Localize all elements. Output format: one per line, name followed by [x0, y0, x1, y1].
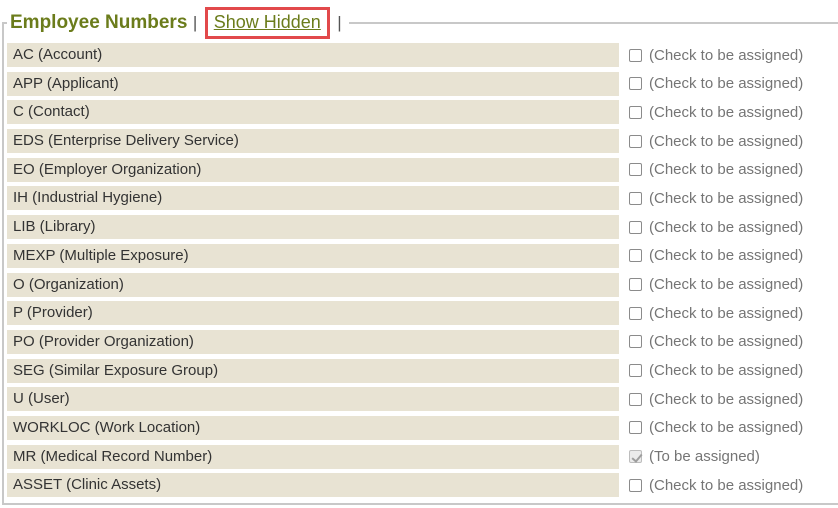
row-checkbox-cell: (Check to be assigned) — [629, 362, 803, 379]
table-row: ASSET (Clinic Assets) (Check to be assig… — [7, 473, 838, 498]
checkbox-note: (Check to be assigned) — [649, 218, 804, 236]
table-row: P (Provider) (Check to be assigned) — [7, 301, 838, 326]
panel-legend: Employee Numbers | Show Hidden | — [7, 7, 349, 39]
table-row: IH (Industrial Hygiene) (Check to be ass… — [7, 186, 838, 211]
table-row: SEG (Similar Exposure Group) (Check to b… — [7, 358, 838, 383]
table-row: APP (Applicant) (Check to be assigned) — [7, 71, 838, 96]
assign-checkbox[interactable] — [629, 278, 642, 291]
table-row: U (User) (Check to be assigned) — [7, 387, 838, 412]
table-row: MR (Medical Record Number) (To be assign… — [7, 444, 838, 469]
row-checkbox-cell: (Check to be assigned) — [629, 333, 803, 350]
row-label: U (User) — [7, 387, 619, 412]
assign-checkbox[interactable] — [629, 134, 642, 148]
row-checkbox-cell: (Check to be assigned) — [629, 133, 803, 150]
row-label: AC (Account) — [7, 43, 619, 67]
checkbox-note: (Check to be assigned) — [649, 75, 804, 93]
table-row: O (Organization) (Check to be assigned) — [7, 272, 838, 297]
checkbox-note: (Check to be assigned) — [649, 189, 804, 207]
table-row: EDS (Enterprise Delivery Service) (Check… — [7, 129, 838, 154]
row-label: C (Contact) — [7, 100, 619, 125]
row-checkbox-cell: (Check to be assigned) — [629, 219, 803, 236]
row-label: MEXP (Multiple Exposure) — [7, 243, 619, 268]
assign-checkbox[interactable] — [629, 478, 642, 492]
row-label: O (Organization) — [7, 272, 619, 297]
row-checkbox-cell: (To be assigned) — [629, 448, 760, 465]
assign-checkbox[interactable] — [629, 249, 642, 263]
checkbox-note: (Check to be assigned) — [649, 419, 804, 437]
checkbox-note: (Check to be assigned) — [649, 362, 804, 380]
checkbox-note: (Check to be assigned) — [649, 103, 804, 121]
table-row: PO (Provider Organization) (Check to be … — [7, 329, 838, 354]
assign-checkbox[interactable] — [629, 364, 642, 378]
table-row: LIB (Library) (Check to be assigned) — [7, 215, 838, 240]
assign-checkbox[interactable] — [629, 163, 642, 177]
row-label: WORKLOC (Work Location) — [7, 415, 619, 440]
row-checkbox-cell: (Check to be assigned) — [629, 276, 803, 293]
row-label: SEG (Similar Exposure Group) — [7, 358, 619, 383]
row-label: EDS (Enterprise Delivery Service) — [7, 129, 619, 154]
checkbox-note: (Check to be assigned) — [649, 247, 804, 265]
assign-checkbox[interactable] — [629, 335, 642, 349]
assign-checkbox — [629, 450, 642, 464]
table-row: MEXP (Multiple Exposure) (Check to be as… — [7, 243, 838, 268]
assign-checkbox[interactable] — [629, 77, 642, 91]
assign-checkbox[interactable] — [629, 392, 642, 406]
checkbox-note: (Check to be assigned) — [649, 476, 804, 494]
assign-checkbox[interactable] — [629, 306, 642, 320]
assign-checkbox[interactable] — [629, 48, 642, 62]
row-checkbox-cell: (Check to be assigned) — [629, 47, 803, 64]
show-hidden-link[interactable]: Show Hidden — [213, 12, 321, 32]
assign-checkbox[interactable] — [629, 191, 642, 205]
separator: | — [192, 13, 198, 32]
row-checkbox-cell: (Check to be assigned) — [629, 477, 803, 494]
checkbox-note: (To be assigned) — [649, 448, 760, 466]
checkbox-note: (Check to be assigned) — [649, 161, 804, 179]
annotation-highlight-box: Show Hidden — [204, 7, 330, 39]
row-label: MR (Medical Record Number) — [7, 444, 619, 469]
table-row: AC (Account) (Check to be assigned) — [7, 43, 838, 67]
assign-checkbox[interactable] — [629, 105, 642, 119]
assign-checkbox[interactable] — [629, 220, 642, 234]
checkbox-note: (Check to be assigned) — [649, 276, 804, 293]
table-row: C (Contact) (Check to be assigned) — [7, 100, 838, 125]
table-row: EO (Employer Organization) (Check to be … — [7, 157, 838, 182]
row-label: IH (Industrial Hygiene) — [7, 186, 619, 211]
employee-number-rows: AC (Account) (Check to be assigned) APP … — [7, 43, 838, 498]
row-label: LIB (Library) — [7, 215, 619, 240]
row-checkbox-cell: (Check to be assigned) — [629, 305, 803, 322]
checkbox-note: (Check to be assigned) — [649, 333, 804, 351]
assign-checkbox[interactable] — [629, 421, 642, 435]
row-checkbox-cell: (Check to be assigned) — [629, 161, 803, 178]
separator: | — [337, 13, 342, 32]
row-label: EO (Employer Organization) — [7, 157, 619, 182]
row-label: ASSET (Clinic Assets) — [7, 473, 619, 498]
row-checkbox-cell: (Check to be assigned) — [629, 247, 803, 264]
employee-numbers-panel: Employee Numbers | Show Hidden | AC (Acc… — [2, 7, 838, 505]
row-checkbox-cell: (Check to be assigned) — [629, 391, 803, 408]
page-title: Employee Numbers — [10, 12, 188, 33]
checkbox-note: (Check to be assigned) — [649, 132, 804, 150]
row-checkbox-cell: (Check to be assigned) — [629, 104, 803, 121]
table-row: WORKLOC (Work Location) (Check to be ass… — [7, 415, 838, 440]
row-checkbox-cell: (Check to be assigned) — [629, 75, 803, 92]
row-checkbox-cell: (Check to be assigned) — [629, 419, 803, 436]
row-label: APP (Applicant) — [7, 71, 619, 96]
row-checkbox-cell: (Check to be assigned) — [629, 190, 803, 207]
checkbox-note: (Check to be assigned) — [649, 304, 804, 322]
row-label: P (Provider) — [7, 301, 619, 326]
checkbox-note: (Check to be assigned) — [649, 46, 804, 64]
row-label: PO (Provider Organization) — [7, 329, 619, 354]
checkbox-note: (Check to be assigned) — [649, 390, 804, 408]
